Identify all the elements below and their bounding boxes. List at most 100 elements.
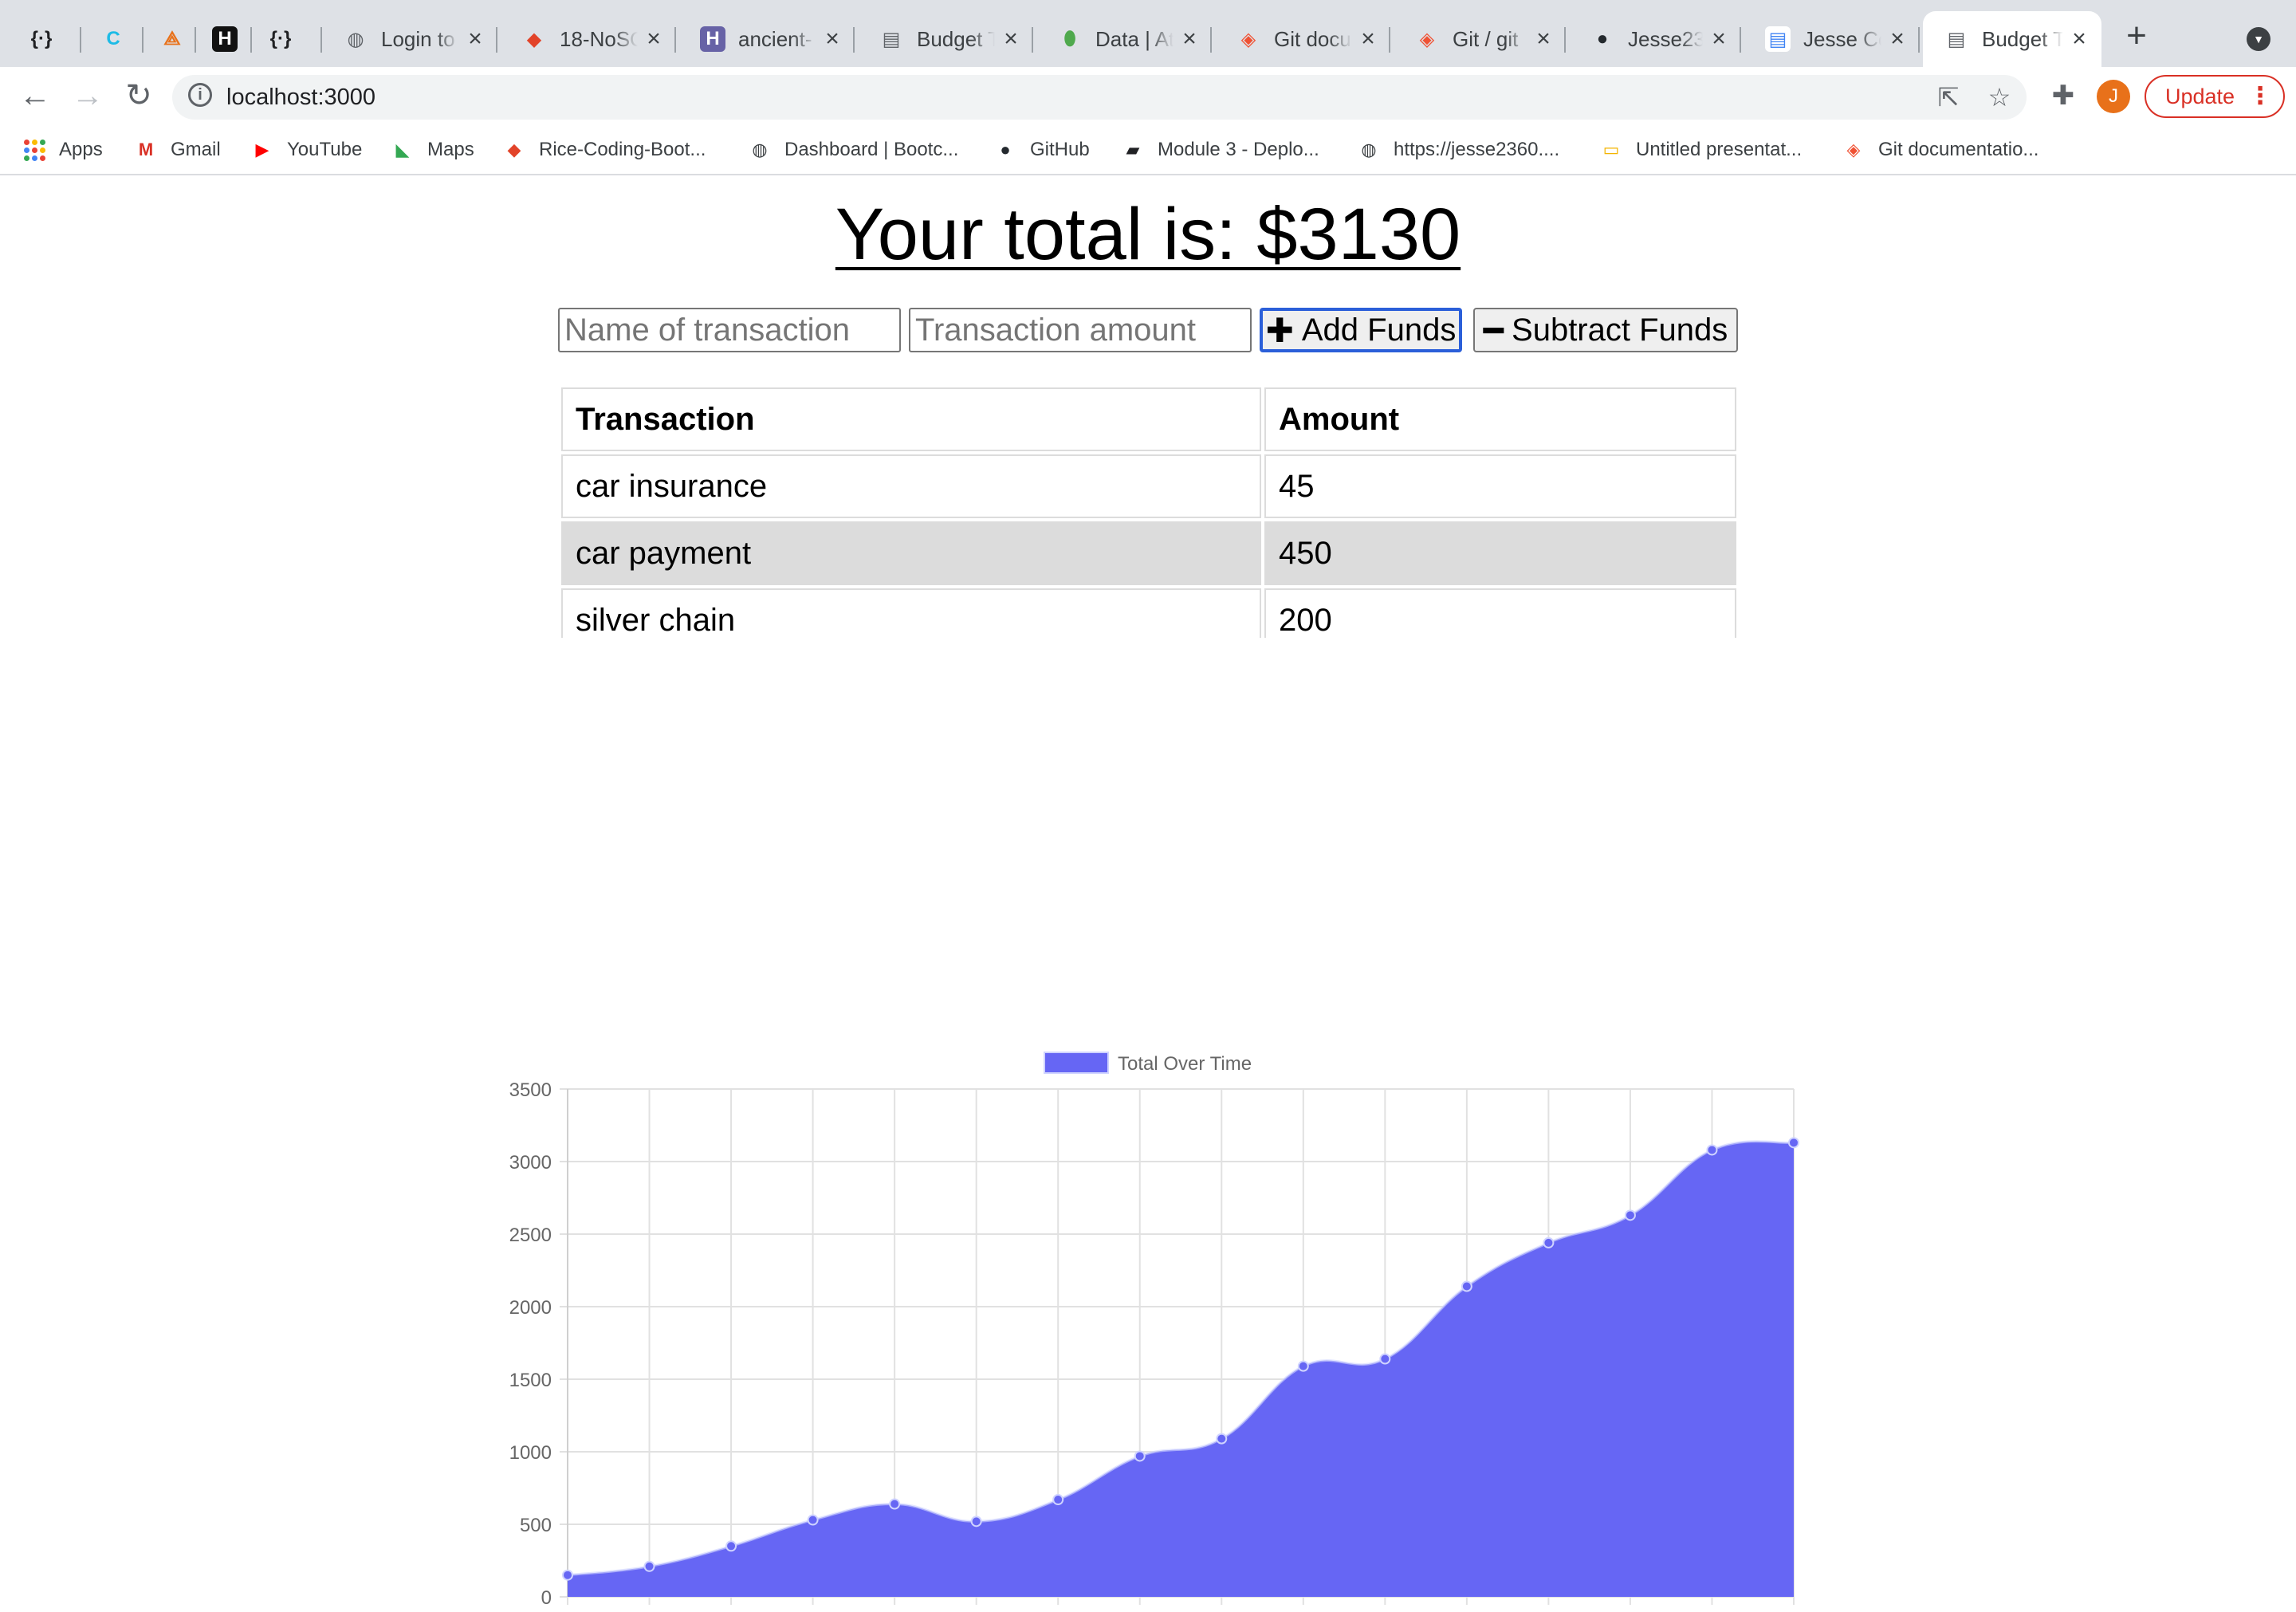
browser-tab[interactable]: ▤ Jesse Co × bbox=[1744, 11, 1920, 67]
data-point bbox=[725, 1540, 737, 1552]
browser-tab[interactable]: ⬮ Data | At × bbox=[1036, 11, 1212, 67]
bookmark-star-icon[interactable]: ☆ bbox=[1987, 83, 2011, 112]
globe-icon: ◍ bbox=[752, 140, 768, 159]
close-tab-icon[interactable]: × bbox=[468, 26, 482, 52]
close-tab-icon[interactable]: × bbox=[1536, 26, 1551, 52]
column-header-transaction: Transaction bbox=[561, 387, 1261, 451]
close-tab-icon[interactable]: × bbox=[1182, 26, 1197, 52]
column-header-amount: Amount bbox=[1264, 387, 1736, 451]
data-point bbox=[1706, 1144, 1718, 1156]
browser-tab[interactable]: ▤ Budget T × bbox=[1923, 11, 2101, 67]
browser-tab[interactable]: ▤ Budget T × bbox=[858, 11, 1033, 67]
subtract-funds-button[interactable]: ━ Subtract Funds bbox=[1473, 308, 1738, 352]
bookmark-label: Git documentatio... bbox=[1878, 139, 2039, 160]
close-tab-icon[interactable]: × bbox=[2072, 26, 2086, 52]
bookmarks-bar: Apps M Gmail ▶ YouTube ◣ Maps ◆ Rice-Coding-Boot… bbox=[0, 124, 2296, 175]
bookmark-item[interactable]: ▶ YouTube bbox=[250, 136, 363, 164]
y-tick-label: 3000 bbox=[509, 1152, 552, 1174]
data-point bbox=[1461, 1280, 1472, 1292]
data-point bbox=[807, 1514, 819, 1526]
transaction-amount: 450 bbox=[1264, 521, 1736, 585]
transaction-name: silver chain bbox=[561, 588, 1261, 638]
total-over-time-chart: 0 500 1000 1500 2000 2500 3000 3500 Total Over T… bbox=[509, 1052, 1799, 1609]
reload-icon[interactable]: ↻ bbox=[125, 78, 152, 113]
browser-tab[interactable]: {·} bbox=[252, 11, 322, 67]
open-in-app-icon[interactable]: ⇱ bbox=[1937, 83, 1960, 112]
transaction-name-input[interactable] bbox=[558, 308, 901, 352]
back-icon[interactable]: ← bbox=[19, 78, 51, 113]
gitlab-icon: ◆ bbox=[507, 140, 521, 159]
update-button[interactable]: Update ⋮ bbox=[2145, 75, 2285, 118]
add-funds-label: Add Funds bbox=[1301, 312, 1457, 348]
cube-logo-icon: ⟁ bbox=[163, 28, 181, 49]
c-logo-icon: C bbox=[106, 28, 120, 49]
browser-tab[interactable]: C bbox=[85, 11, 144, 67]
bookmark-item[interactable]: ▭ Untitled presentat... bbox=[1599, 136, 1803, 164]
transaction-amount: 200 bbox=[1264, 588, 1736, 638]
close-tab-icon[interactable]: × bbox=[1361, 26, 1375, 52]
y-tick-label: 500 bbox=[520, 1515, 552, 1536]
transaction-name: car insurance bbox=[561, 454, 1261, 518]
page-title: Your total is: $3130 bbox=[0, 187, 2296, 282]
browser-tab[interactable]: H bbox=[196, 11, 252, 67]
new-tab-button[interactable]: + bbox=[2126, 16, 2147, 55]
close-tab-icon[interactable]: × bbox=[825, 26, 839, 52]
bookmark-item[interactable]: ◆ Rice-Coding-Boot... bbox=[502, 136, 706, 164]
data-point bbox=[970, 1516, 982, 1527]
mongodb-leaf-icon: ⬮ bbox=[1063, 28, 1076, 49]
add-funds-button[interactable]: ✚ Add Funds bbox=[1260, 308, 1462, 352]
minus-icon: ━ bbox=[1483, 311, 1504, 349]
transaction-amount-input[interactable] bbox=[909, 308, 1252, 352]
git-docs-icon: ◈ bbox=[1846, 140, 1861, 159]
close-tab-icon[interactable]: × bbox=[1004, 26, 1018, 52]
close-tab-icon[interactable]: × bbox=[647, 26, 661, 52]
tab-title: Login to bbox=[381, 26, 455, 51]
globe-icon: ◍ bbox=[1361, 140, 1377, 159]
bookmark-item[interactable]: M Gmail bbox=[134, 136, 221, 164]
browser-tab[interactable]: ● Jesse23 × bbox=[1569, 11, 1741, 67]
y-tick-label: 0 bbox=[541, 1587, 552, 1609]
bookmark-item[interactable]: ◍ https://jesse2360.... bbox=[1357, 136, 1559, 164]
bookmark-item[interactable]: ◍ Dashboard | Bootc... bbox=[748, 136, 958, 164]
more-menu-icon[interactable]: ⋮ bbox=[2248, 83, 2272, 109]
data-point bbox=[1379, 1353, 1391, 1365]
data-point bbox=[643, 1560, 655, 1572]
subtract-funds-label: Subtract Funds bbox=[1512, 312, 1728, 348]
bookmark-item[interactable]: ● GitHub bbox=[993, 136, 1089, 164]
browser-tab[interactable]: ⟁ bbox=[144, 11, 196, 67]
url-text[interactable]: localhost:3000 bbox=[226, 85, 376, 110]
bookmark-label: https://jesse2360.... bbox=[1394, 139, 1560, 160]
site-info-icon[interactable]: i bbox=[188, 83, 212, 107]
table-row: car payment 450 bbox=[561, 521, 1736, 585]
heroku-icon: H bbox=[700, 26, 725, 52]
bookmark-item[interactable]: ◣ Maps bbox=[391, 136, 474, 164]
bookmark-label: Dashboard | Bootc... bbox=[784, 139, 959, 160]
bookmark-item[interactable]: ◈ Git documentatio... bbox=[1842, 136, 2039, 164]
tab-search-icon[interactable]: ▼ bbox=[2247, 27, 2270, 51]
browser-tab[interactable]: ◆ 18-NoSQ × bbox=[501, 11, 676, 67]
forward-icon[interactable]: → bbox=[72, 78, 104, 113]
bookmark-item[interactable]: ▰ Module 3 - Deplo... bbox=[1121, 136, 1319, 164]
browser-tab[interactable]: {·} bbox=[13, 11, 81, 67]
total-prefix: Your total is: $ bbox=[835, 194, 1298, 275]
git-docs-icon: ◈ bbox=[1419, 28, 1435, 50]
data-point bbox=[1624, 1209, 1636, 1221]
data-point bbox=[889, 1498, 901, 1510]
legend-swatch bbox=[1044, 1052, 1109, 1074]
transactions-table[interactable]: Transaction Amount car insurance 45 car p… bbox=[558, 384, 1740, 638]
address-bar[interactable] bbox=[172, 75, 2027, 120]
close-tab-icon[interactable]: × bbox=[1712, 26, 1726, 52]
table-row: car insurance 45 bbox=[561, 454, 1736, 518]
browser-tab[interactable]: ◈ Git docu × bbox=[1215, 11, 1390, 67]
close-tab-icon[interactable]: × bbox=[1890, 26, 1905, 52]
bookmark-item[interactable]: Apps bbox=[22, 136, 103, 164]
profile-avatar[interactable]: J bbox=[2097, 80, 2130, 113]
y-tick-label: 2000 bbox=[509, 1297, 552, 1319]
y-tick-label: 3500 bbox=[509, 1079, 552, 1101]
browser-tab[interactable]: ◈ Git / git × bbox=[1394, 11, 1566, 67]
extensions-puzzle-icon[interactable]: ✚ bbox=[2051, 81, 2075, 111]
total-value: 3130 bbox=[1297, 194, 1461, 275]
code-braces-icon: {·} bbox=[30, 28, 53, 49]
browser-tab[interactable]: ◍ Login to × bbox=[322, 11, 497, 67]
